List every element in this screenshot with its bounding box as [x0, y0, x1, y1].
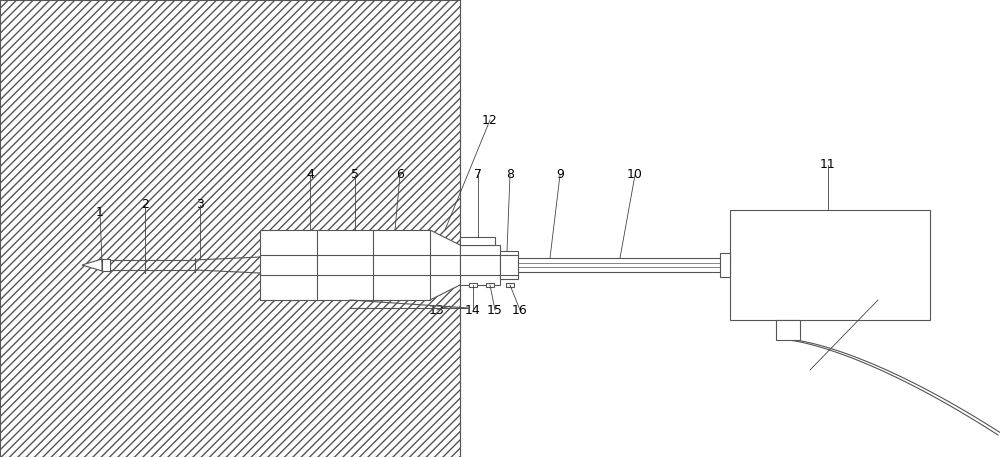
- Bar: [776, 320, 800, 340]
- Text: 16: 16: [512, 303, 528, 317]
- Text: 12: 12: [482, 113, 498, 127]
- Polygon shape: [82, 259, 102, 271]
- Text: 17: 17: [870, 293, 886, 307]
- Text: 7: 7: [474, 169, 482, 181]
- Bar: [506, 283, 514, 287]
- Text: 5: 5: [351, 169, 359, 181]
- Text: 15: 15: [487, 303, 503, 317]
- Bar: [102, 259, 110, 271]
- Bar: [460, 237, 495, 245]
- Text: 3: 3: [196, 198, 204, 212]
- Text: 6: 6: [396, 169, 404, 181]
- Bar: [260, 230, 430, 300]
- Bar: [486, 283, 494, 287]
- Text: 2: 2: [141, 198, 149, 212]
- Bar: [730, 210, 930, 320]
- Bar: [500, 251, 518, 279]
- Bar: [0, 0, 460, 457]
- Bar: [460, 245, 500, 285]
- Text: 10: 10: [627, 169, 643, 181]
- Bar: [720, 253, 730, 277]
- Text: 11: 11: [820, 159, 836, 171]
- Text: 1: 1: [96, 206, 104, 218]
- Bar: [469, 283, 477, 287]
- Text: 13: 13: [429, 303, 445, 317]
- Text: 14: 14: [465, 303, 481, 317]
- Polygon shape: [430, 230, 460, 300]
- Text: 8: 8: [506, 169, 514, 181]
- Text: 4: 4: [306, 169, 314, 181]
- Text: 9: 9: [556, 169, 564, 181]
